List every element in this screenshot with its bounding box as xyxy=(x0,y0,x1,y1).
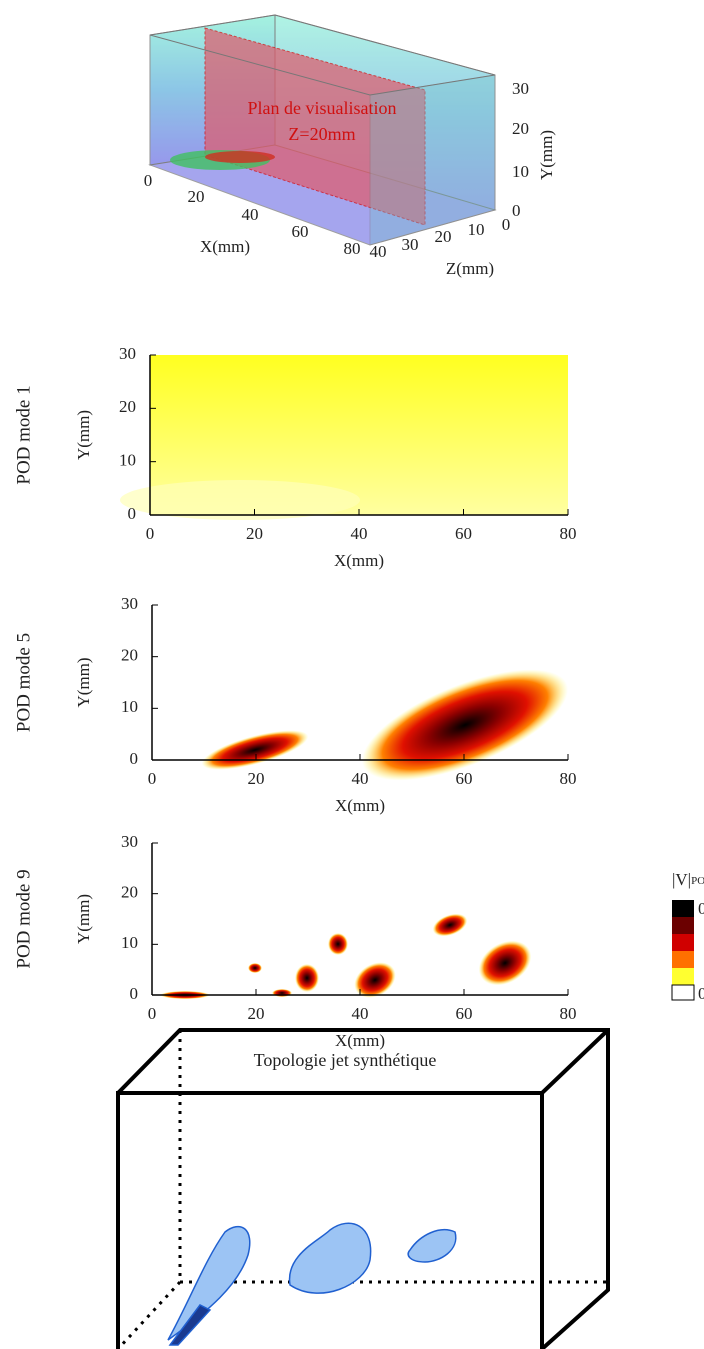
x-tick-label: 0 xyxy=(148,769,157,788)
x-tick-label: 20 xyxy=(248,769,265,788)
z-tick-label: 0 xyxy=(502,215,511,234)
z-label: Z(mm) xyxy=(446,259,494,278)
y-label: Y(mm) xyxy=(537,130,556,180)
x-tick-label: 0 xyxy=(146,524,155,543)
hot-spot xyxy=(478,940,532,986)
colorbar-min: 0 xyxy=(698,984,704,1003)
x-tick-label: 60 xyxy=(456,769,473,788)
x-tick-label: 40 xyxy=(351,524,368,543)
y-label: Y(mm) xyxy=(74,894,93,944)
y-tick-label: 20 xyxy=(512,119,529,138)
topology: Topologie jet synthétique xyxy=(116,1028,610,1349)
y-tick-label: 20 xyxy=(121,646,138,665)
panel-label: POD mode 9 xyxy=(13,869,34,968)
pod-panel: 0 20 40 60 80 0 10 20 30 X(mm) Y(mm) POD mode 1 xyxy=(13,344,576,570)
field-light xyxy=(120,480,360,520)
pod-panel: 0 20 40 60 80 0 10 20 30 X(mm) Y(mm) POD mode 5 xyxy=(13,594,577,815)
x-tick-label: 40 xyxy=(352,1004,369,1023)
panel-label: POD mode 5 xyxy=(13,633,34,732)
x-tick-label: 80 xyxy=(344,239,361,258)
z-tick-label: 40 xyxy=(370,242,387,261)
y-tick-label: 0 xyxy=(130,749,139,768)
y-tick-label: 30 xyxy=(119,344,136,363)
panel-label: POD mode 1 xyxy=(13,385,34,484)
hot-spot xyxy=(248,963,262,973)
hot-spot xyxy=(272,989,292,997)
z-tick-label: 10 xyxy=(468,220,485,239)
x-label: X(mm) xyxy=(335,1031,385,1050)
colorbar-max: 0.1 xyxy=(698,899,704,918)
y-label: Y(mm) xyxy=(74,657,93,707)
hot-spot xyxy=(432,913,468,937)
hot-spot xyxy=(354,962,396,998)
y-tick-label: 10 xyxy=(121,697,138,716)
z-tick-label: 30 xyxy=(402,235,419,254)
x-tick-label: 60 xyxy=(292,222,309,241)
x-tick-label: 80 xyxy=(560,524,577,543)
x-tick-label: 0 xyxy=(144,171,153,190)
hot-spot xyxy=(328,933,348,955)
y-tick-label: 10 xyxy=(119,451,136,470)
x-tick-label: 40 xyxy=(352,769,369,788)
x-tick-label: 20 xyxy=(248,1004,265,1023)
x-tick-label: 20 xyxy=(246,524,263,543)
x-tick-label: 60 xyxy=(455,524,472,543)
x-tick-label: 20 xyxy=(188,187,205,206)
y-tick-label: 0 xyxy=(130,984,139,1003)
topology-title: Topologie jet synthétique xyxy=(254,1050,437,1070)
x-label: X(mm) xyxy=(335,796,385,815)
y-tick-label: 20 xyxy=(119,397,136,416)
x-tick-label: 80 xyxy=(560,769,577,788)
plane-label: Z=20mm xyxy=(288,124,355,144)
y-tick-label: 30 xyxy=(121,832,138,851)
y-tick-label: 30 xyxy=(512,79,529,98)
hot-spot xyxy=(361,669,569,781)
x-label: X(mm) xyxy=(200,237,250,256)
y-tick-label: 30 xyxy=(121,594,138,613)
x-tick-label: 0 xyxy=(148,1004,157,1023)
colorbar-title: |V|POD xyxy=(672,870,704,889)
pod-panel: 0 20 40 60 80 0 10 20 30 X(mm) Y(mm) POD mode 9 xyxy=(13,832,576,1050)
y-label: Y(mm) xyxy=(74,410,93,460)
y-tick-label: 20 xyxy=(121,883,138,902)
x-tick-label: 40 xyxy=(242,205,259,224)
y-tick-label: 10 xyxy=(121,933,138,952)
view-3d: Plan de visualisation Z=20mm X(mm) Z(mm)… xyxy=(148,14,556,278)
hot-spot xyxy=(295,964,319,992)
y-tick-label: 0 xyxy=(512,201,521,220)
x-tick-label: 60 xyxy=(456,1004,473,1023)
y-tick-label: 0 xyxy=(128,504,137,523)
colorbar: |V|POD 0.1 0 xyxy=(671,870,704,1003)
x-label: X(mm) xyxy=(334,551,384,570)
y-tick-label: 10 xyxy=(512,162,529,181)
plane-title: Plan de visualisation xyxy=(248,98,397,118)
z-tick-label: 20 xyxy=(435,227,452,246)
x-tick-label: 80 xyxy=(560,1004,577,1023)
